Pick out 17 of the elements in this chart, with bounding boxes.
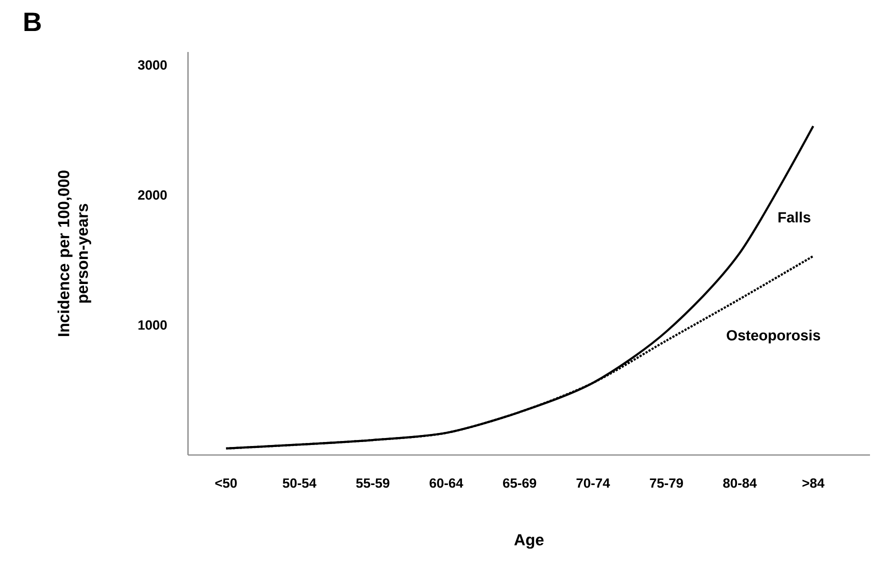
x-tick-label: 50-54 [282, 478, 316, 488]
series-label: Falls [778, 212, 810, 222]
x-tick-label: 55-59 [356, 478, 390, 488]
x-tick-label: 80-84 [723, 478, 757, 488]
x-axis-title: Age [514, 534, 544, 549]
x-tick-label: 65-69 [503, 478, 536, 488]
series-label: Osteoporosis [726, 330, 820, 344]
y-tick-label: 2000 [138, 190, 167, 200]
x-tick-label: 70-74 [576, 478, 610, 488]
x-tick-label: <50 [215, 478, 237, 488]
y-axis-title: Incidence per 100,000 person-years [58, 170, 92, 336]
y-tick-label: 3000 [138, 60, 167, 70]
x-tick-label: >84 [802, 478, 824, 488]
text: B [24, 12, 41, 32]
y-tick-label: 1000 [138, 320, 167, 330]
x-tick-label: 75-79 [650, 478, 683, 488]
x-tick-label: 60-64 [430, 478, 464, 488]
